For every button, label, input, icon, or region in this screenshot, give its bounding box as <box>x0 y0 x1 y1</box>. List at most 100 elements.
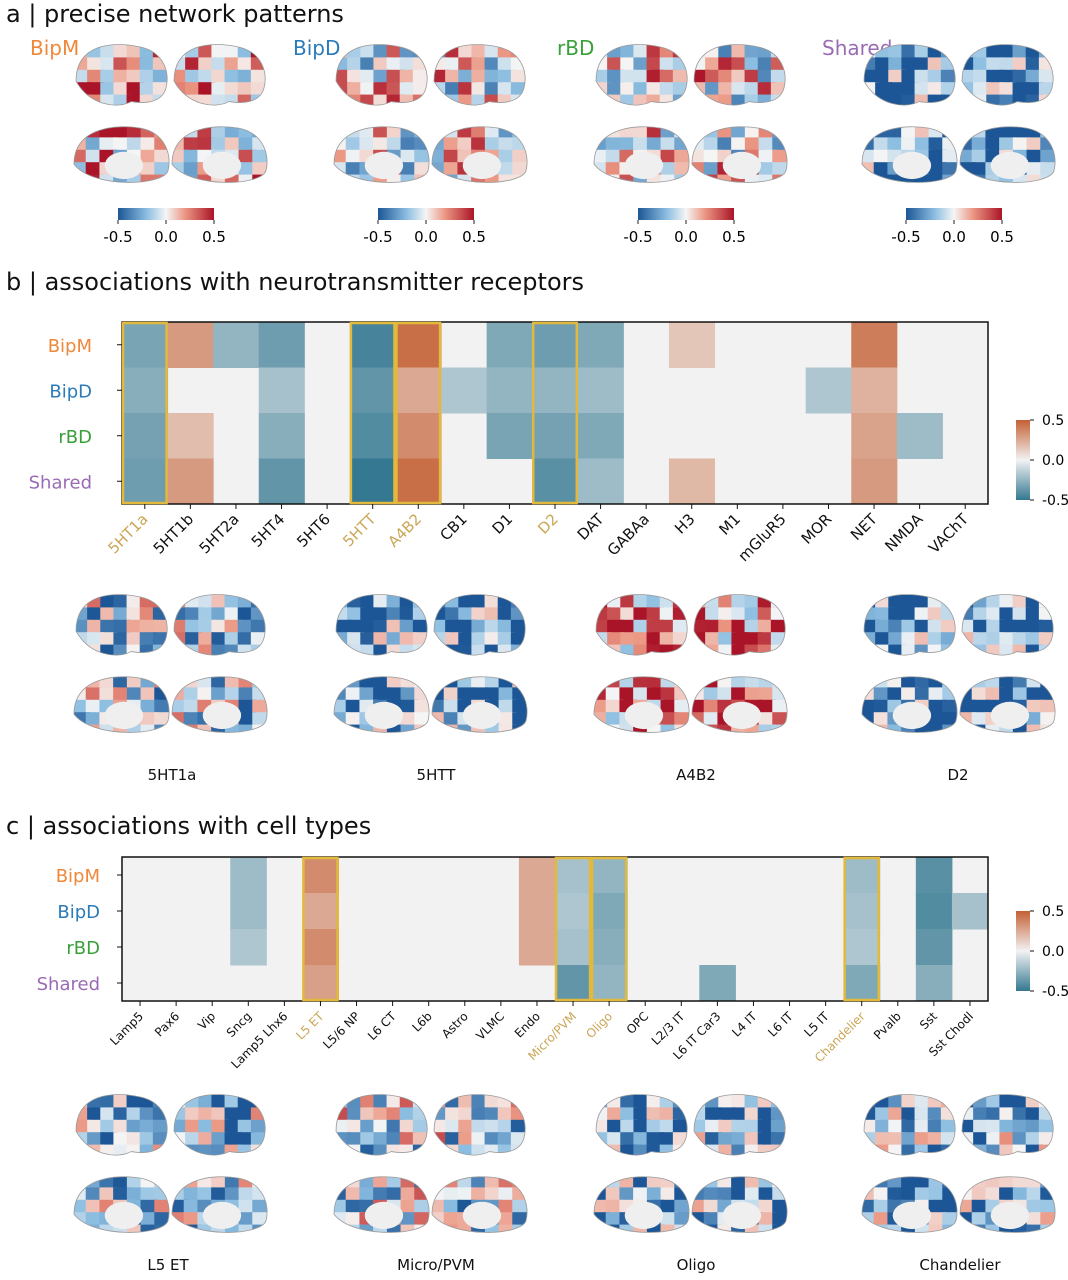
panel-a-3-right-medial-brain <box>959 126 1056 183</box>
heatmap-cell <box>577 367 624 414</box>
column-label: 5HT1a <box>104 510 151 557</box>
column-label: M1 <box>716 510 745 539</box>
colorbar-0 <box>118 208 214 220</box>
heatmap-cell <box>258 322 305 368</box>
brain-caption-l5-et: L5 ET <box>147 1256 189 1274</box>
heatmap-cell <box>591 893 628 930</box>
heatmap-cell <box>395 413 442 459</box>
heatmap-cell <box>167 413 214 459</box>
heatmap-cell <box>851 322 898 368</box>
column-label: 5HT4 <box>248 510 289 551</box>
panel-b-0-right-lateral-brain <box>173 594 266 656</box>
highlight-box <box>302 856 339 1002</box>
panel-c-2-left-medial-brain <box>593 1176 690 1233</box>
panel-a-3-right-lateral-brain <box>961 44 1054 106</box>
brain-caption-d2: D2 <box>947 766 969 784</box>
colorbar-tick-label: 0.5 <box>990 228 1014 246</box>
colorbar-tick-label: 0.0 <box>414 228 438 246</box>
heatmap-cell <box>167 458 214 505</box>
heatmap-cell <box>555 893 592 930</box>
brain-caption-oligo: Oligo <box>676 1256 716 1274</box>
heatmap-cell <box>349 458 396 505</box>
column-label: D1 <box>489 510 517 538</box>
row-label: Shared <box>37 974 100 995</box>
heatmap-cell <box>302 965 339 1002</box>
colorbar-tick-label: -0.5 <box>363 228 392 246</box>
panel-c-0-right-lateral-brain <box>173 1094 266 1156</box>
group-label-bipm: BipM <box>30 36 80 60</box>
panel-a-0-right-lateral-brain <box>173 44 266 106</box>
panel-a-3-left-lateral-brain <box>863 44 956 106</box>
heatmap-cell <box>349 367 396 414</box>
panel-c-0-left-medial-brain <box>73 1176 170 1233</box>
heatmap-cell <box>395 322 442 368</box>
panel-a-0-left-medial-brain <box>73 126 170 183</box>
brain-caption-5htt: 5HTT <box>416 766 456 784</box>
heatmap-cell <box>532 458 579 505</box>
column-label: H3 <box>671 510 698 537</box>
panel-a-2-left-medial-brain <box>593 126 690 183</box>
panel-b-3-right-medial-brain <box>959 676 1056 733</box>
highlight-box <box>554 856 592 1002</box>
colorbar-tick-label: -0.5 <box>103 228 132 246</box>
panel-c-3-left-lateral-brain <box>863 1094 956 1156</box>
highlight-box <box>349 321 396 505</box>
colorbar-tick-label: 0.5 <box>462 228 486 246</box>
column-label: L5/6 NP <box>320 1009 362 1051</box>
heatmap-cell <box>532 322 579 368</box>
highlight-box <box>395 321 442 505</box>
heatmap-cell <box>532 367 579 414</box>
colorbar-tick-label: 0.0 <box>154 228 178 246</box>
panel-a-1-left-lateral-brain <box>335 44 428 106</box>
heatmap-cell <box>591 857 628 894</box>
column-label: L6 IT <box>765 1009 796 1040</box>
row-label: BipD <box>57 902 100 923</box>
panel-b-title: b | associations with neurotransmitter r… <box>6 268 585 296</box>
column-label: MOR <box>798 510 836 548</box>
heatmap-cell <box>122 367 169 414</box>
column-label: Endo <box>512 1009 543 1040</box>
highlight-box <box>121 321 168 505</box>
column-label: 5HT2a <box>196 510 243 557</box>
column-label: Sst <box>917 1009 940 1032</box>
column-label: D2 <box>534 510 562 538</box>
heatmap-cell <box>951 893 989 930</box>
column-label: Astro <box>439 1009 471 1041</box>
colorbar-tick-label: -0.5 <box>891 228 920 246</box>
column-label: L6b <box>409 1009 434 1034</box>
colorbar-2 <box>638 208 734 220</box>
colorbar-3 <box>906 208 1002 220</box>
brain-caption-5ht1a: 5HT1a <box>147 766 197 784</box>
heatmap-cell <box>915 857 953 894</box>
panel-b-0-left-medial-brain <box>73 676 170 733</box>
row-label: Shared <box>29 472 92 493</box>
colorbar-tick-label: 0.5 <box>202 228 226 246</box>
heatmap-cell <box>591 965 628 1002</box>
heatmap-cell <box>486 413 533 459</box>
heatmap-cell <box>167 322 214 368</box>
panel-c-3-right-lateral-brain <box>961 1094 1054 1156</box>
heatmap-cell <box>699 965 736 1002</box>
panel-a-3-left-medial-brain <box>861 126 958 183</box>
panel-c-brain-maps <box>73 1094 1056 1233</box>
panel-c-1-left-medial-brain <box>333 1176 430 1233</box>
panel-b-3-right-lateral-brain <box>961 594 1054 656</box>
heatmap-cell <box>532 413 579 459</box>
panel-a-brain-maps: -0.5 0.0 0.5 -0.5 0.0 0.5 -0.5 0.0 0.5 -0.5 0.0 0.5 <box>73 44 1056 246</box>
panel-c-2-right-lateral-brain <box>693 1094 786 1156</box>
panel-b-2-left-lateral-brain <box>595 594 688 656</box>
column-label: L5 ET <box>293 1009 327 1043</box>
colorbar-tick-label: 0.5 <box>722 228 746 246</box>
panel-c-2-left-lateral-brain <box>595 1094 688 1156</box>
column-label: 5HTT <box>339 510 380 551</box>
heatmap-colorbar <box>1016 911 1030 991</box>
row-label: rBD <box>66 938 100 959</box>
heatmap-cell <box>843 893 881 930</box>
panel-a-2-right-lateral-brain <box>693 44 786 106</box>
heatmap-cell <box>230 929 267 966</box>
panel-a-2-left-lateral-brain <box>595 44 688 106</box>
colorbar-tick-label: 0.0 <box>1042 453 1064 469</box>
heatmap-cell <box>518 929 556 966</box>
